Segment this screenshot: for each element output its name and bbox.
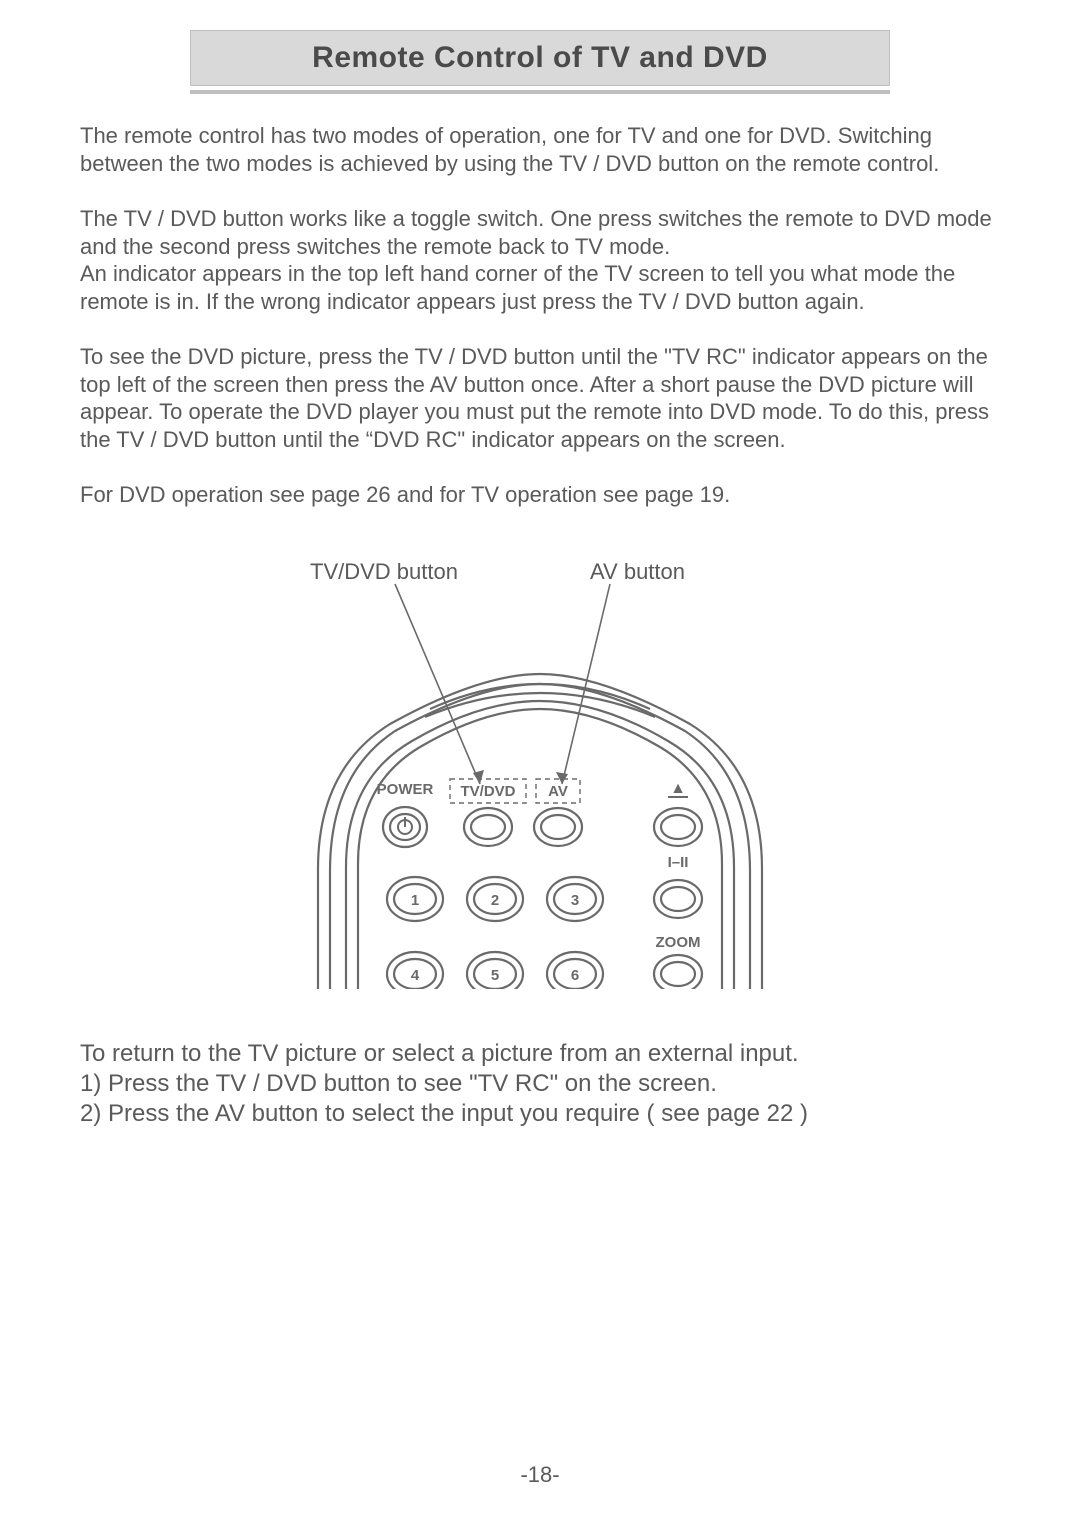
remote-svg: POWER TV/DVD AV ▲ I–II 1 2 3 ZOOM 4 5 6 [280,559,800,989]
paragraph: To see the DVD picture, press the TV / D… [80,343,1000,453]
svg-text:POWER: POWER [377,781,434,798]
svg-text:AV: AV [548,783,568,800]
paragraph: An indicator appears in the top left han… [80,260,1000,315]
title-underline [190,90,890,94]
title-block: Remote Control of TV and DVD [190,30,890,94]
svg-text:▲: ▲ [670,780,686,797]
page-number: -18- [0,1462,1080,1488]
remote-diagram: TV/DVD button AV button POWER TV/DVD AV ▲ I–… [280,559,800,989]
label-tvdvd-button: TV/DVD button [310,559,458,585]
svg-text:TV/DVD: TV/DVD [460,783,515,800]
paragraph: To return to the TV picture or select a … [80,1039,1000,1069]
svg-text:2: 2 [491,892,499,909]
svg-text:3: 3 [571,892,579,909]
remote-diagram-wrap: TV/DVD button AV button POWER TV/DVD AV ▲ I–… [80,559,1000,989]
page-title: Remote Control of TV and DVD [190,30,890,86]
manual-page: Remote Control of TV and DVD The remote … [0,0,1080,1528]
svg-text:4: 4 [411,967,420,984]
svg-text:1: 1 [411,892,419,909]
label-av-button: AV button [590,559,685,585]
paragraph: The TV / DVD button works like a toggle … [80,205,1000,260]
svg-text:5: 5 [491,967,499,984]
paragraph: 2) Press the AV button to select the inp… [80,1099,1000,1129]
svg-text:ZOOM: ZOOM [656,934,701,951]
paragraph: The remote control has two modes of oper… [80,122,1000,177]
paragraph: For DVD operation see page 26 and for TV… [80,481,1000,509]
footer-text: To return to the TV picture or select a … [80,1039,1000,1129]
paragraph: 1) Press the TV / DVD button to see "TV … [80,1069,1000,1099]
body-text: The remote control has two modes of oper… [80,122,1000,509]
svg-text:6: 6 [571,967,579,984]
svg-text:I–II: I–II [668,854,689,871]
